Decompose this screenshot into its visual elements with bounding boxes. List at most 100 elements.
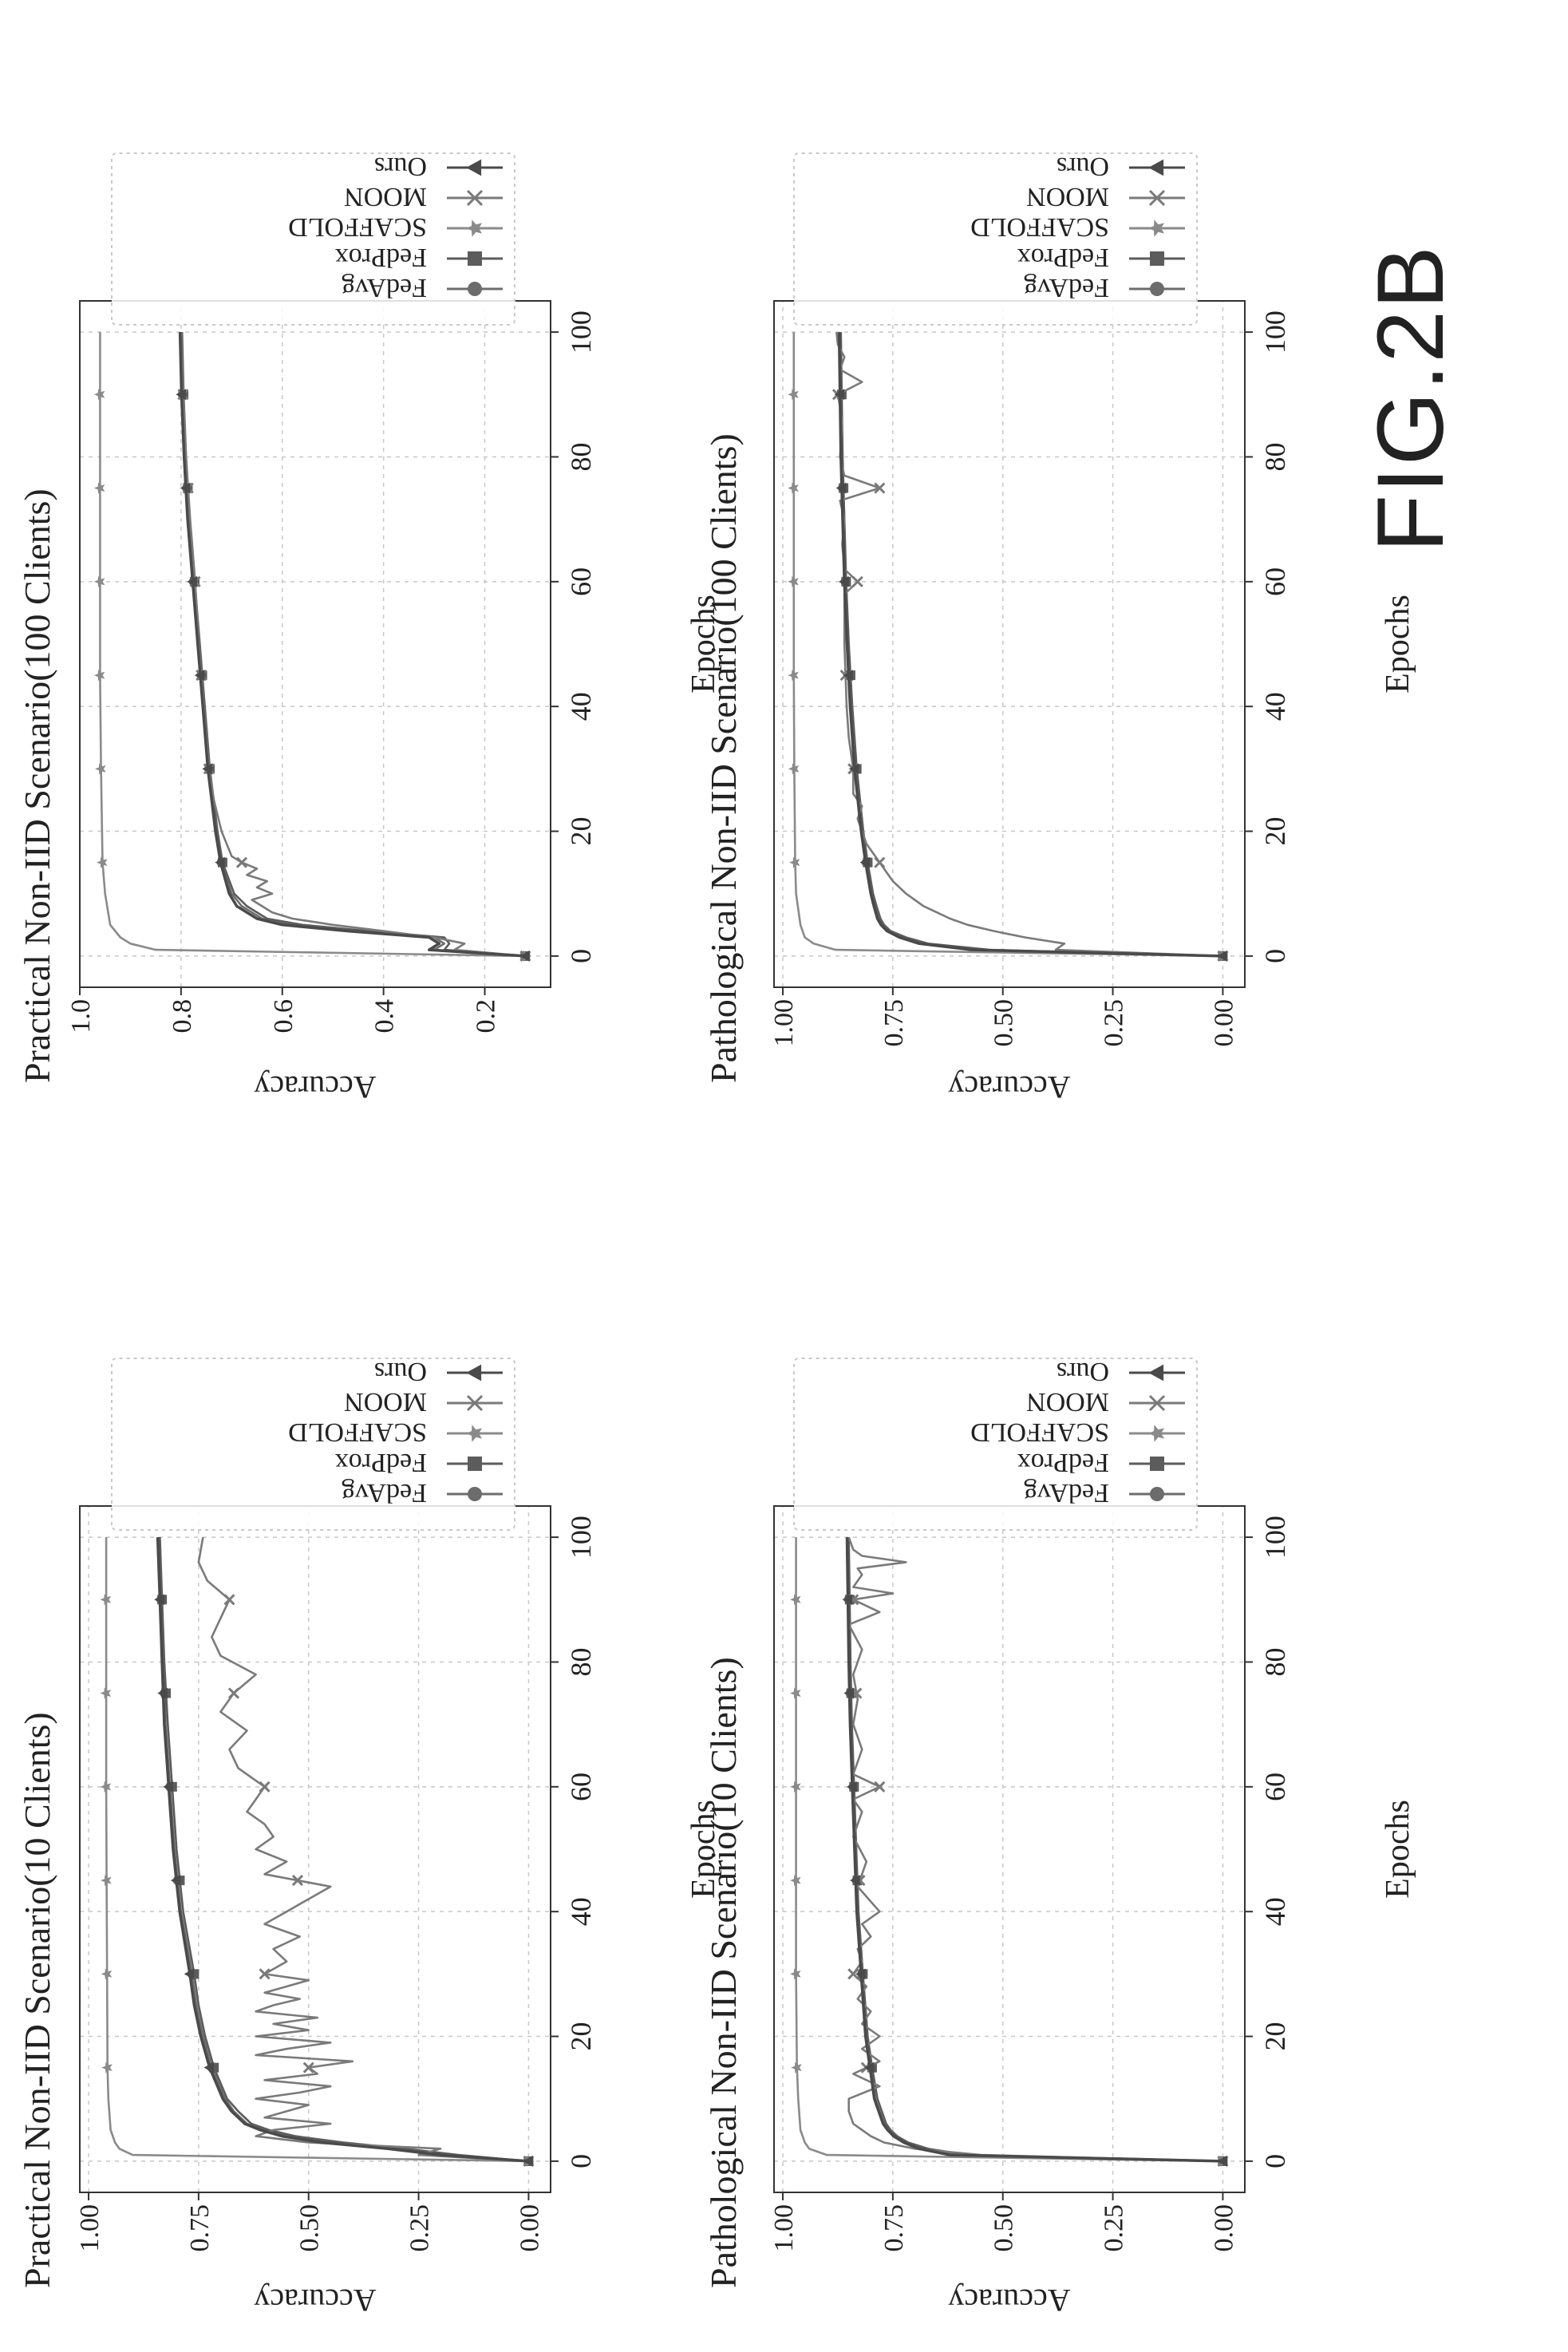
y-tick-label: 0.25 [1100, 999, 1129, 1047]
data-point-scaffold [100, 1594, 112, 1606]
data-point-moon [874, 1781, 886, 1793]
y-tick-label: 0.00 [1209, 999, 1238, 1047]
legend-entry-label: Ours [374, 1357, 427, 1386]
y-tick-label: 0.4 [370, 999, 400, 1034]
y-tick-label: 0.25 [405, 2204, 435, 2252]
chart-title: Practical Non-IID Scenario(100 Clients) [17, 488, 57, 1083]
data-point-ours [846, 1781, 857, 1793]
data-point-ours [215, 856, 225, 868]
legend-marker [1150, 251, 1164, 266]
legend-entry-label: FedAvg [342, 1478, 427, 1508]
legend-entry-label: MOON [1026, 1387, 1109, 1417]
x-tick-label: 60 [565, 567, 597, 596]
data-point-scaffold [100, 1687, 112, 1699]
data-point-moon [235, 856, 248, 868]
series-line-fedavg [847, 1537, 1223, 2163]
data-point-scaffold [790, 1594, 801, 1606]
chart-panel-2: Practical Non-IID Scenario(100 Clients) 0… [17, 152, 722, 1105]
series-line-moon [835, 331, 1223, 958]
y-tick-label: 0.00 [1209, 2204, 1238, 2252]
x-tick-label: 20 [1259, 817, 1291, 846]
data-point-scaffold [101, 1875, 112, 1887]
x-tick-label: 80 [1259, 1647, 1291, 1676]
chart-panel-4: Pathological Non-IID Scenario(100 Client… [703, 152, 1416, 1105]
chart-panels: Practical Non-IID Scenario(10 Clients) 0 2… [17, 152, 1416, 2318]
series-line-moon [180, 332, 526, 958]
legend-marker [466, 159, 482, 176]
legend-marker [468, 1457, 482, 1471]
data-point-ours [839, 575, 849, 587]
legend-marker [468, 251, 482, 266]
legend-marker [465, 219, 483, 237]
x-tick-label: 60 [1259, 1773, 1291, 1801]
x-tick-label: 40 [565, 692, 597, 721]
chart-title: Practical Non-IID Scenario(10 Clients) [17, 1712, 57, 2288]
data-point-moon [874, 856, 886, 868]
legend-entry-label: FedProx [1017, 1448, 1109, 1477]
data-point-scaffold [95, 763, 106, 775]
chart-panel-3: Pathological Non-IID Scenario(10 Clients… [703, 1357, 1416, 2318]
legend-marker [466, 1394, 484, 1412]
legend-entry-label: FedProx [1017, 243, 1109, 272]
data-point-moon [302, 2061, 314, 2073]
x-axis-label: Epochs [685, 1800, 722, 1899]
y-tick-label: 1.0 [66, 999, 96, 1034]
chart-title: Pathological Non-IID Scenario(10 Clients… [703, 1657, 744, 2288]
data-point-moon [851, 575, 863, 587]
data-point-ours [523, 2156, 533, 2167]
series-line-moon [197, 1536, 529, 2163]
legend-entry-label: SCAFFOLD [970, 1417, 1109, 1447]
legend-marker [468, 282, 482, 296]
data-point-ours [1217, 2156, 1227, 2167]
series-line-ours [156, 1537, 529, 2163]
chart-title: Pathological Non-IID Scenario(100 Client… [703, 433, 744, 1083]
data-point-scaffold [788, 763, 800, 775]
x-tick-label: 20 [565, 817, 597, 846]
legend-entry-label: FedProx [335, 243, 427, 272]
y-axis-label: Accuracy [254, 2283, 376, 2318]
y-tick-label: 0.75 [879, 999, 909, 1047]
y-tick-label: 1.00 [769, 999, 799, 1047]
series-group [100, 1536, 535, 2167]
data-point-scaffold [101, 1968, 113, 1980]
data-point-ours [834, 389, 845, 401]
y-axis-label: Accuracy [254, 1069, 376, 1105]
legend-marker [1147, 1425, 1165, 1442]
data-point-moon [259, 1968, 271, 1980]
legend-entry-label: SCAFFOLD [970, 212, 1109, 242]
legend-entry-label: SCAFFOLD [288, 212, 427, 242]
data-point-moon [223, 1594, 235, 1606]
series-line-ours [178, 332, 526, 958]
x-tick-label: 40 [1259, 1897, 1291, 1926]
data-point-scaffold [97, 856, 108, 868]
data-point-moon [874, 482, 886, 494]
x-tick-label: 60 [1259, 567, 1291, 596]
data-point-scaffold [789, 856, 800, 868]
data-point-moon [847, 1968, 859, 1980]
data-point-scaffold [101, 2061, 113, 2073]
data-point-scaffold [93, 670, 105, 682]
data-point-ours [187, 575, 197, 587]
x-tick-label: 0 [565, 949, 597, 963]
data-point-ours [855, 1968, 866, 1980]
data-point-scaffold [790, 1687, 801, 1699]
legend-entry-label: FedProx [335, 1448, 427, 1477]
y-tick-label: 1.00 [769, 2204, 799, 2252]
legend-entry-label: SCAFFOLD [288, 1417, 427, 1447]
data-point-ours [180, 482, 191, 494]
data-point-ours [843, 670, 853, 681]
legend-marker [466, 1364, 482, 1382]
data-point-scaffold [790, 1875, 801, 1887]
data-point-ours [203, 2061, 215, 2073]
data-point-ours [176, 389, 186, 401]
legend-entry-label: FedAvg [1024, 1478, 1109, 1508]
data-point-scaffold [790, 1781, 801, 1793]
legend-box [793, 152, 1198, 326]
series-line-fedprox [839, 332, 1223, 958]
legend-marker [466, 189, 484, 207]
legend-entry-label: MOON [1026, 182, 1109, 211]
data-point-scaffold [788, 389, 799, 401]
